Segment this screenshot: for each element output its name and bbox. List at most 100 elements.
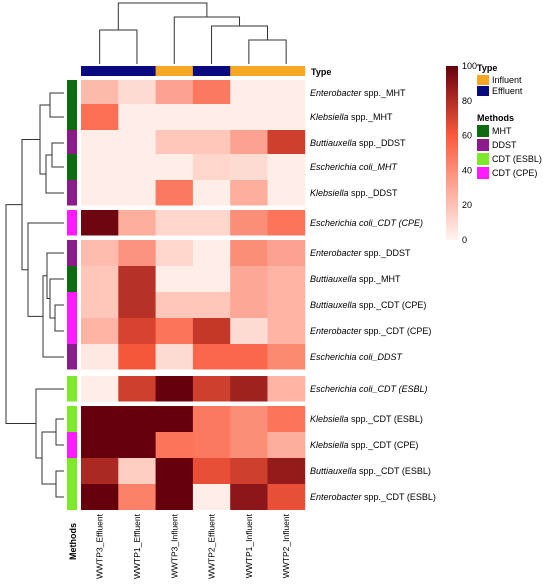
color-scale-tick: 20	[462, 200, 472, 210]
heatmap-cell	[155, 104, 194, 130]
heatmap-cell	[267, 376, 306, 402]
heatmap-cell	[81, 266, 119, 292]
dendrogram-branch	[39, 104, 50, 175]
heatmap-cell	[118, 318, 156, 344]
heatmap-cell	[192, 376, 231, 402]
heatmap-cell	[81, 458, 119, 484]
dendrogram-branch	[55, 418, 64, 446]
heatmap-cell	[192, 210, 231, 236]
heatmap-cell	[81, 376, 119, 402]
heatmap-cell	[230, 130, 268, 156]
method-cell	[67, 104, 77, 130]
type-legend-label: Influent	[492, 75, 522, 85]
row-dendrogram	[5, 92, 64, 498]
heatmap-cell	[118, 104, 156, 130]
methods-legend-swatch	[477, 167, 489, 179]
row-label: Buttiauxella spp._CDT (ESBL)	[310, 466, 431, 476]
heatmap-cell	[230, 104, 268, 130]
row-label: Klebsiella spp._MHT	[310, 112, 393, 122]
heatmap-cell	[230, 292, 268, 318]
method-cell	[67, 80, 77, 106]
methods-legend-swatch	[477, 139, 489, 151]
dendrogram-branch	[99, 29, 138, 64]
heatmap-cell	[155, 376, 194, 402]
column-label: WWTP1_Influent	[244, 513, 254, 578]
heatmap-cell	[155, 458, 194, 484]
row-label: Klebsiella spp._CDT (ESBL)	[310, 414, 423, 424]
heatmap-cell	[118, 240, 156, 266]
type-legend-label: Effluent	[492, 86, 523, 96]
type-annotation-bar	[81, 66, 306, 76]
methods-legend-label: CDT (ESBL)	[492, 154, 542, 164]
method-cell	[67, 292, 77, 318]
heatmap-cell	[230, 80, 268, 106]
column-dendrogram	[99, 2, 287, 64]
dendrogram-branch	[41, 431, 56, 485]
dendrogram-branch	[173, 16, 241, 64]
type-cell	[155, 66, 194, 76]
row-label: Klebsiella spp._DDST	[310, 188, 398, 198]
heatmap-cell	[267, 240, 306, 266]
heatmap-cell	[267, 458, 306, 484]
heatmap-cell	[118, 210, 156, 236]
heatmap-cell	[81, 406, 119, 432]
heatmap-cell	[267, 210, 306, 236]
heatmap-cell	[118, 154, 156, 180]
color-scale-tick: 80	[462, 96, 472, 106]
methods-legend-title: Methods	[477, 113, 514, 123]
row-labels: Enterobacter spp._MHT Klebsiella spp._MHT…	[310, 88, 436, 502]
method-cell	[67, 484, 77, 510]
type-legend-swatch	[477, 86, 489, 96]
dendrogram-branch	[42, 275, 64, 358]
heatmap-cell	[267, 318, 306, 344]
method-cell	[67, 240, 77, 266]
heatmap-cell	[81, 154, 119, 180]
column-label: WWTP3_Effluent	[95, 513, 105, 579]
methods-legend-label: CDT (CPE)	[492, 168, 537, 178]
color-scale-legend: 0 20 40 60 80 100	[446, 61, 477, 245]
heatmap-cell	[267, 104, 306, 130]
dendrogram-branch	[49, 278, 64, 319]
heatmap-cell	[230, 266, 268, 292]
methods-legend-swatch	[477, 125, 489, 137]
type-cell	[81, 66, 119, 76]
heatmap-cell	[155, 406, 194, 432]
heatmap-cell	[155, 484, 194, 510]
heatmap-cell	[81, 80, 119, 106]
heatmap-cell	[267, 154, 306, 180]
dendrogram-branch	[5, 204, 36, 424]
row-label: Enterobacter spp._MHT	[310, 88, 406, 98]
dendrogram-branch	[49, 92, 64, 118]
row-label: Klebsiella spp._CDT (CPE)	[310, 440, 418, 450]
heatmap-cell	[81, 484, 119, 510]
heatmap-cell	[81, 292, 119, 318]
column-label: WWTP3_Influent	[169, 513, 179, 578]
heatmap-cell	[230, 484, 268, 510]
type-cell	[230, 66, 268, 76]
heatmap-cell	[230, 210, 268, 236]
heatmap-cell	[230, 376, 268, 402]
row-label: Enterobacter spp._DDST	[310, 248, 411, 258]
heatmap-cell	[230, 344, 268, 370]
row-label: Enterobacter spp._CDT (CPE)	[310, 326, 431, 336]
heatmap-cell	[192, 458, 231, 484]
heatmap-cell	[155, 180, 194, 206]
row-label: Buttiauxella spp._CDT (CPE)	[310, 300, 426, 310]
heatmap-cell	[118, 406, 156, 432]
heatmap-cell	[155, 432, 194, 458]
heatmap-cell	[230, 240, 268, 266]
heatmap-cell	[192, 292, 231, 318]
color-scale-tick: 100	[462, 61, 477, 71]
methods-annotation-label: Methods	[68, 523, 78, 560]
row-label: Buttiauxella spp._MHT	[310, 274, 401, 284]
heatmap-cell	[230, 154, 268, 180]
heatmap-cell	[267, 266, 306, 292]
heatmap-cell	[81, 318, 119, 344]
heatmap-cell	[192, 240, 231, 266]
heatmap-cell	[192, 432, 231, 458]
dendrogram-branch	[248, 39, 287, 64]
row-label: Buttiauxella spp._DDST	[310, 138, 406, 148]
heatmap-cell	[230, 406, 268, 432]
type-cell	[267, 66, 306, 76]
dendrogram-branch	[211, 25, 268, 64]
